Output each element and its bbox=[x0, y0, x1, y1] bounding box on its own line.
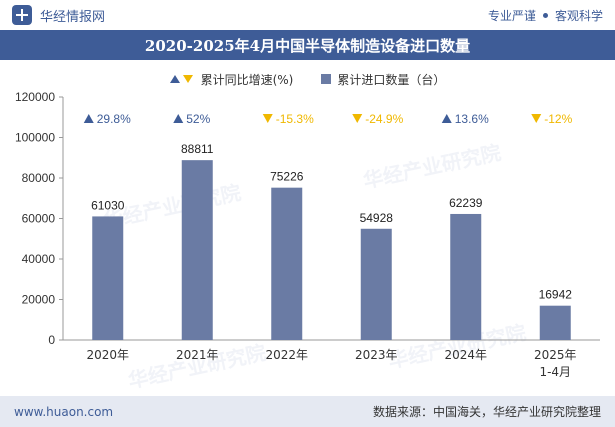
y-tick-label: 20000 bbox=[22, 293, 56, 307]
legend-swatch bbox=[321, 74, 332, 84]
growth-rate-label: -12% bbox=[544, 112, 572, 126]
bar bbox=[360, 228, 392, 340]
x-tick-label: 2023年 bbox=[355, 348, 398, 362]
tagline-right: 客观科学 bbox=[554, 8, 603, 23]
legend: 累计同比增速(%) 累计进口数量（台） bbox=[0, 69, 615, 89]
tagline-left: 专业严谨 bbox=[487, 8, 536, 23]
y-tick-label: 60000 bbox=[22, 212, 56, 226]
bar bbox=[92, 216, 124, 340]
x-tick-label: 2022年 bbox=[265, 348, 308, 362]
down-triangle-icon bbox=[262, 114, 273, 123]
growth-rate-label: 29.8% bbox=[97, 112, 131, 126]
growth-rate-label: -24.9% bbox=[365, 112, 403, 126]
bar-value-label: 61030 bbox=[91, 198, 125, 212]
legend-item-growth: 累计同比增速(%) bbox=[169, 71, 294, 88]
y-tick-label: 0 bbox=[48, 333, 55, 347]
legend-label-quantity: 累计进口数量（台） bbox=[337, 72, 446, 87]
y-tick-label: 80000 bbox=[22, 171, 56, 185]
bar-value-label: 88811 bbox=[181, 142, 214, 156]
y-tick-label: 120000 bbox=[15, 90, 55, 104]
y-tick-label: 100000 bbox=[15, 131, 55, 145]
top-bar: 华经情报网 专业严谨 客观科学 bbox=[0, 0, 615, 30]
up-triangle-icon bbox=[83, 114, 94, 123]
legend-label-growth: 累计同比增速(%) bbox=[200, 72, 294, 87]
site-url: www.huaon.com bbox=[14, 404, 114, 419]
data-source: 数据来源：中国海关，华经产业研究院整理 bbox=[372, 405, 601, 419]
bar-value-label: 54928 bbox=[360, 211, 394, 225]
y-tick-label: 40000 bbox=[22, 252, 56, 266]
x-tick-label: 2025年 bbox=[534, 348, 577, 362]
brand-name: 华经情报网 bbox=[40, 9, 106, 25]
footer: www.huaon.com 数据来源：中国海关，华经产业研究院整理 bbox=[0, 396, 615, 427]
x-tick-label: 2020年 bbox=[86, 348, 129, 362]
chart-title: 2020-2025年4月中国半导体制造设备进口数量 bbox=[144, 36, 471, 55]
title-bar: 2020-2025年4月中国半导体制造设备进口数量 bbox=[0, 30, 615, 60]
down-triangle-icon bbox=[531, 114, 542, 123]
growth-rate-label: 52% bbox=[186, 112, 210, 126]
legend-item-quantity: 累计进口数量（台） bbox=[321, 71, 445, 88]
brand: 华经情报网 bbox=[12, 5, 105, 25]
growth-rate-label: -15.3% bbox=[276, 112, 314, 126]
bullet-icon bbox=[542, 12, 548, 18]
bar-value-label: 75226 bbox=[270, 170, 304, 184]
x-tick-label: 2024年 bbox=[444, 348, 487, 362]
bar bbox=[181, 160, 213, 340]
bar bbox=[539, 305, 571, 340]
watermark-text: 华经产业研究院 bbox=[361, 140, 503, 193]
up-triangle-icon bbox=[169, 75, 180, 83]
brand-logo-icon bbox=[12, 5, 32, 25]
up-triangle-icon bbox=[441, 114, 452, 123]
bar-value-label: 62239 bbox=[449, 196, 483, 210]
chart-canvas: 华经产业研究院华经产业研究院华经产业研究院华经产业研究院020000400006… bbox=[15, 90, 600, 393]
bar bbox=[450, 213, 482, 340]
down-triangle-icon bbox=[182, 75, 193, 83]
x-tick-label: 2021年 bbox=[176, 348, 219, 362]
tagline: 专业严谨 客观科学 bbox=[488, 7, 603, 24]
growth-rate-label: 13.6% bbox=[455, 112, 489, 126]
bar bbox=[271, 187, 303, 340]
x-tick-label-line2: 1-4月 bbox=[539, 365, 571, 379]
up-triangle-icon bbox=[173, 114, 184, 123]
bar-value-label: 16942 bbox=[539, 288, 573, 302]
down-triangle-icon bbox=[352, 114, 363, 123]
